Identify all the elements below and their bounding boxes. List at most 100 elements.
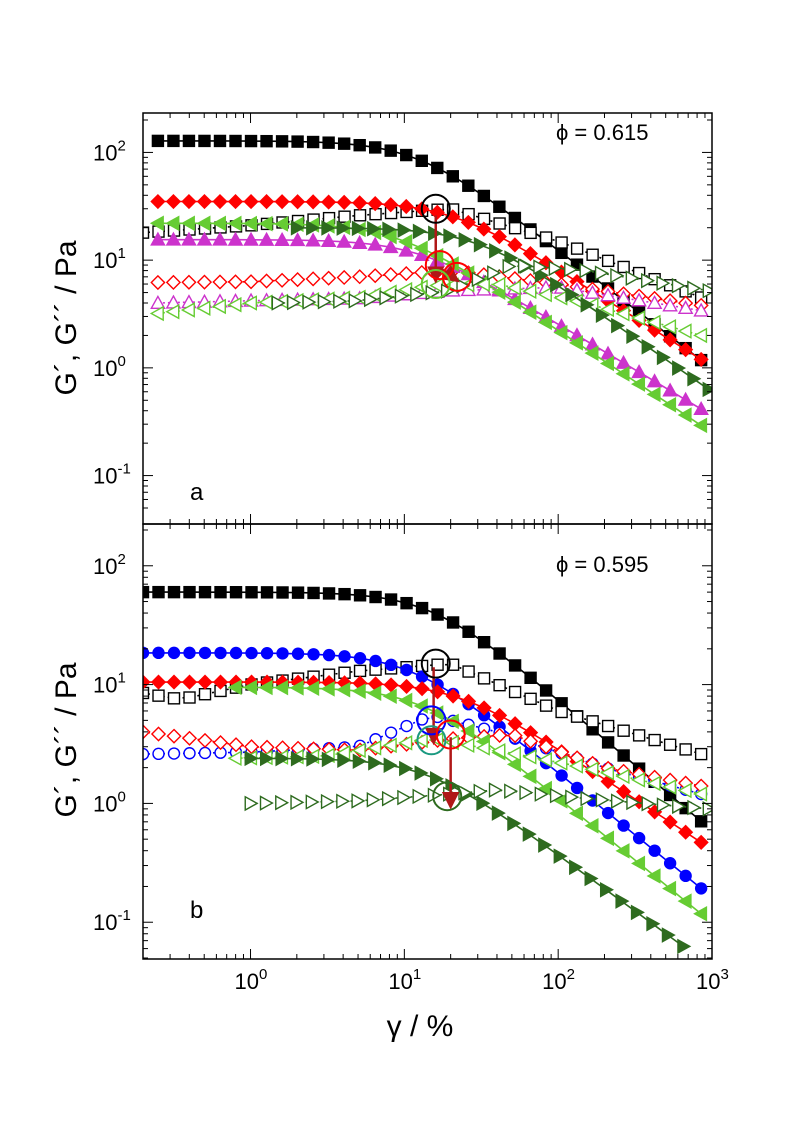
data-point [384,726,398,739]
data-point [477,189,491,203]
data-point [599,355,614,372]
data-point [227,215,242,232]
data-point [662,297,678,312]
x-axis-title: γ / % [387,1010,454,1043]
data-point [398,242,415,257]
data-point [646,915,661,932]
data-point [579,262,594,279]
data-point [305,271,321,287]
data-point [662,382,678,397]
data-point [274,231,290,246]
data-point [242,295,258,311]
series-g-darkgreen [271,258,712,311]
data-point [600,345,616,360]
data-point [611,317,626,334]
data-point [594,265,609,281]
data-point [444,734,459,751]
data-point [487,265,502,281]
data-point [152,689,165,702]
data-point [693,834,709,850]
series-g-magenta [150,231,709,416]
data-point [565,789,580,805]
data-point [167,747,181,760]
data-point [616,784,632,800]
series-g-lightgreen [227,732,708,802]
data-point [601,719,615,733]
data-point [678,342,694,358]
panel-a-plot [142,113,713,524]
data-point [368,755,383,771]
data-point [508,685,522,699]
data-point [291,135,304,148]
data-point [291,586,305,599]
data-point [506,294,521,310]
data-point [508,659,522,672]
data-point [337,752,352,768]
data-point [227,296,242,313]
data-point [492,727,508,743]
data-point [504,250,519,266]
data-point [384,144,397,157]
data-point [631,855,646,872]
data-point [337,137,351,150]
data-point [196,193,213,210]
data-point [663,857,677,870]
data-point [646,386,661,403]
data-point [338,650,351,663]
data-point [181,730,198,746]
data-point [460,723,475,739]
data-point [181,193,197,210]
crossover-circle [432,781,463,812]
data-point [382,239,399,254]
panel-a: 10-1 100 101 102 ϕ = 0.615 a G´, G´´ / Pa [50,112,713,525]
panel-a-y-tick-labels: 10-1 100 101 102 [93,137,131,488]
data-point [672,360,687,376]
data-point [167,692,181,705]
data-point [167,585,181,599]
data-point [415,154,428,168]
data-point [538,255,554,271]
data-point [656,349,671,366]
data-point [352,269,368,285]
data-point [693,417,708,434]
data-point [150,726,167,742]
data-point [632,831,646,845]
data-point [414,765,429,781]
data-point [555,236,568,249]
data-point [212,274,228,290]
data-point [489,242,504,259]
data-point [687,799,702,816]
data-point [599,765,615,781]
data-point [601,806,615,820]
panel-a-volume-fraction-label: ϕ = 0.615 [556,120,648,145]
data-point [244,134,258,148]
data-point [243,194,259,210]
data-point [522,304,537,321]
data-point [595,307,610,323]
x-tick-labels: 100 101 102 103 [235,966,729,994]
data-point [149,305,164,322]
data-point [648,733,661,747]
data-point [646,294,663,309]
data-point [229,134,242,148]
data-point [367,685,382,702]
panel-a-tag: a [190,479,204,506]
panel-b-tick-marks [142,524,713,959]
data-point [617,724,630,737]
data-point [445,688,461,704]
data-point [491,276,506,293]
data-point [615,843,630,859]
data-point [415,601,429,615]
data-point [646,314,661,331]
data-point [522,749,537,765]
data-point [275,794,290,811]
data-point [384,658,398,672]
data-point [290,220,305,236]
data-point [400,663,413,677]
data-point [493,200,506,213]
series-g-darkgreen [244,750,692,955]
data-point [493,217,506,230]
data-point [693,302,709,317]
data-point [677,391,694,406]
data-point [274,272,290,288]
